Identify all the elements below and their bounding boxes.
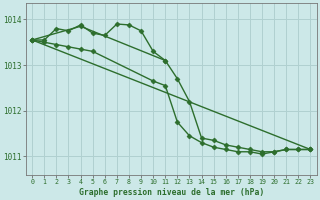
X-axis label: Graphe pression niveau de la mer (hPa): Graphe pression niveau de la mer (hPa) [79,188,264,197]
